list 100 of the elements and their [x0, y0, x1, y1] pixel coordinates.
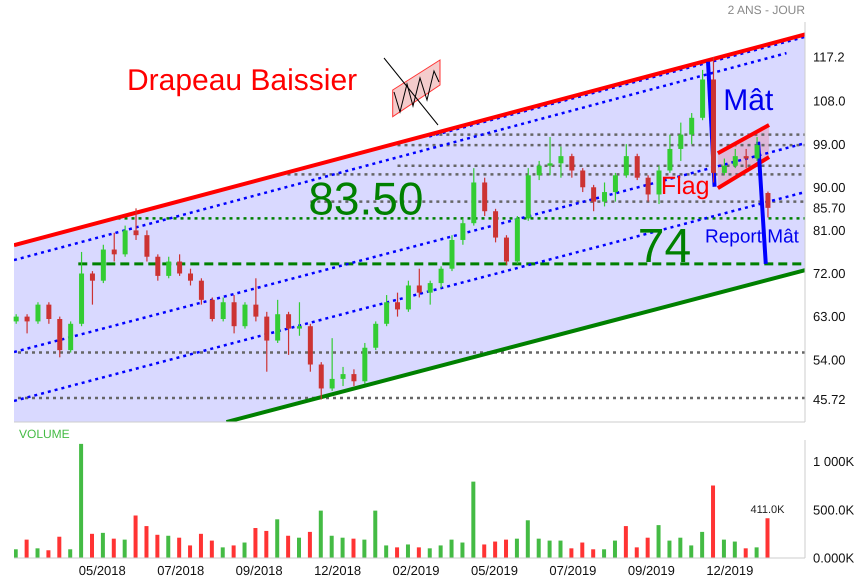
bar	[253, 528, 258, 558]
bar	[232, 545, 236, 558]
bar	[122, 540, 127, 558]
bar	[536, 538, 541, 558]
candlestick	[340, 366, 346, 387]
candlestick	[384, 294, 390, 327]
bar	[166, 536, 170, 558]
candlestick	[612, 172, 618, 202]
y-tick-label: 117.2	[813, 50, 845, 65]
bar	[471, 482, 476, 558]
annotation: Flag	[660, 172, 710, 200]
y-tick-label: 1 000K	[813, 454, 855, 469]
candlestick	[286, 311, 292, 356]
candlestick	[722, 158, 727, 176]
candlestick	[177, 254, 182, 276]
bar	[46, 550, 50, 558]
bar	[264, 530, 268, 558]
candlestick	[253, 278, 258, 322]
candlestick	[744, 148, 749, 169]
bar	[569, 548, 574, 558]
bar	[36, 548, 40, 558]
candlestick	[678, 122, 684, 162]
bar	[330, 536, 334, 558]
bar	[24, 540, 29, 558]
candlestick	[438, 266, 444, 288]
candlestick	[536, 160, 542, 181]
bar	[482, 544, 486, 558]
y-tick-label: 63.00	[813, 309, 846, 324]
bar	[155, 534, 160, 558]
y-tick-label: 81.00	[813, 223, 846, 238]
bar	[373, 510, 378, 558]
candlestick	[35, 302, 40, 324]
x-tick-label: 05/2018	[78, 563, 126, 578]
x-tick-label: 09/2019	[628, 563, 675, 578]
data-label: 411.0K	[750, 504, 786, 516]
bar	[428, 548, 432, 558]
bar	[438, 545, 443, 558]
candlestick	[296, 302, 302, 336]
x-tick-label: 12/2019	[706, 563, 754, 578]
bar	[656, 525, 661, 558]
bar	[406, 544, 410, 558]
bar	[624, 526, 628, 558]
x-tick-label: 07/2018	[157, 563, 204, 578]
bar	[198, 534, 203, 558]
bar	[548, 540, 552, 558]
bar	[308, 532, 312, 558]
x-tick-label: 12/2018	[314, 563, 362, 578]
bar	[602, 549, 606, 558]
candlestick	[112, 232, 117, 262]
candlestick	[689, 112, 694, 145]
candlestick	[90, 270, 95, 306]
bar	[700, 532, 704, 558]
y-tick-label: 54.00	[813, 352, 846, 368]
bar	[57, 536, 62, 558]
chart-title: VOLUME	[19, 427, 70, 441]
candlestick	[569, 153, 574, 178]
bar	[591, 549, 596, 558]
candlestick	[416, 268, 422, 298]
candlestick	[732, 148, 738, 169]
bar	[362, 540, 366, 558]
bar	[112, 538, 116, 558]
candlestick	[395, 292, 400, 318]
candlestick	[754, 136, 760, 162]
candlestick	[460, 218, 466, 246]
bar	[220, 547, 225, 558]
bar	[732, 542, 737, 558]
candlestick	[210, 296, 215, 322]
candlestick	[667, 134, 672, 174]
candlestick	[242, 302, 248, 330]
y-tick-label: 108.0	[813, 94, 846, 109]
candlestick	[144, 230, 150, 262]
bar	[722, 540, 726, 558]
y-tick-label: 90.00	[813, 180, 846, 195]
y-tick-label: 72.00	[813, 266, 846, 282]
bar	[340, 538, 345, 558]
candlestick	[220, 296, 226, 322]
chart-subtitle: 2 ANS - JOUR	[728, 3, 806, 17]
candlestick	[591, 184, 596, 212]
bar	[744, 548, 748, 558]
annotation: Report Mât	[704, 226, 800, 248]
bar	[351, 538, 356, 558]
candlestick	[624, 144, 629, 178]
candlestick	[232, 294, 237, 334]
bar	[177, 538, 182, 558]
candlestick	[558, 146, 564, 178]
y-tick-label: 0.000K	[813, 550, 855, 566]
bar	[416, 547, 421, 558]
bar	[395, 547, 400, 558]
candlestick	[428, 280, 433, 306]
bar	[275, 519, 280, 558]
bar	[90, 534, 94, 558]
candlestick	[188, 268, 194, 286]
x-tick-label: 09/2018	[236, 563, 283, 578]
candlestick	[24, 314, 30, 334]
bar	[68, 549, 72, 558]
bar	[460, 542, 464, 558]
text: Drapeau Baissier	[127, 64, 358, 97]
bar	[766, 518, 770, 558]
annotation: 74	[638, 220, 692, 273]
bar	[646, 538, 650, 558]
